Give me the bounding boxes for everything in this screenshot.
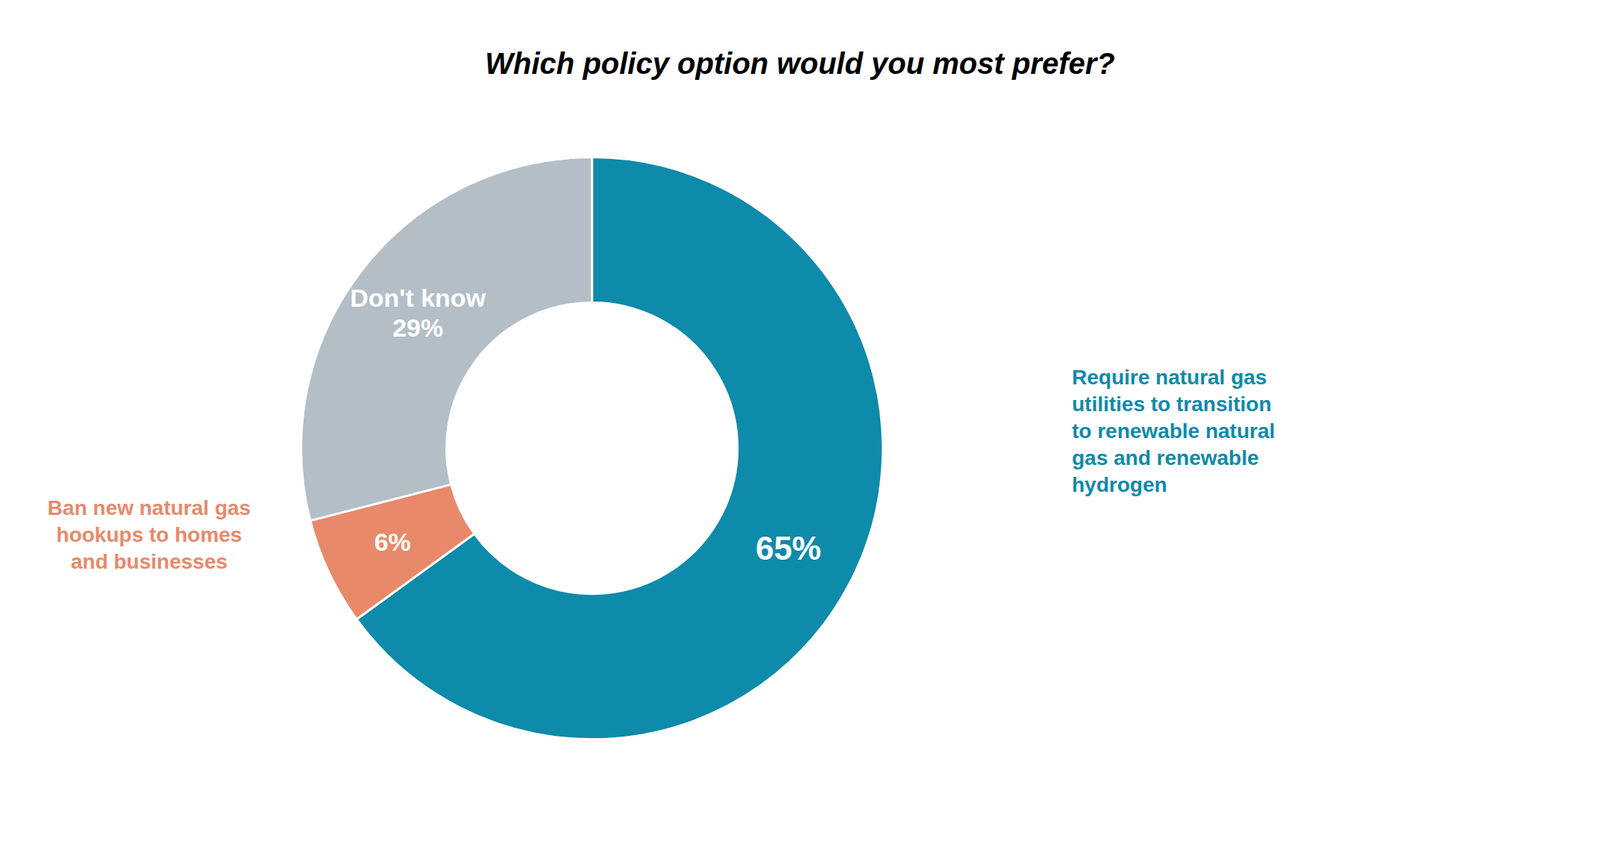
svg-text:Don't know: Don't know bbox=[349, 283, 486, 312]
svg-text:29%: 29% bbox=[392, 313, 444, 342]
svg-text:to renewable natural: to renewable natural bbox=[1071, 419, 1275, 443]
svg-text:hydrogen: hydrogen bbox=[1071, 472, 1168, 497]
svg-text:6%: 6% bbox=[374, 527, 412, 556]
svg-text:Require natural gas: Require natural gas bbox=[1071, 365, 1267, 389]
svg-text:and businesses: and businesses bbox=[70, 549, 228, 573]
svg-text:gas and renewable: gas and renewable bbox=[1071, 446, 1260, 470]
svg-text:hookups to homes: hookups to homes bbox=[56, 522, 243, 547]
svg-text:Which policy option would you: Which policy option would you most prefe… bbox=[484, 46, 1115, 80]
svg-text:65%: 65% bbox=[755, 529, 822, 567]
svg-text:utilities to transition: utilities to transition bbox=[1071, 392, 1272, 416]
svg-text:Ban new natural gas: Ban new natural gas bbox=[47, 496, 251, 520]
